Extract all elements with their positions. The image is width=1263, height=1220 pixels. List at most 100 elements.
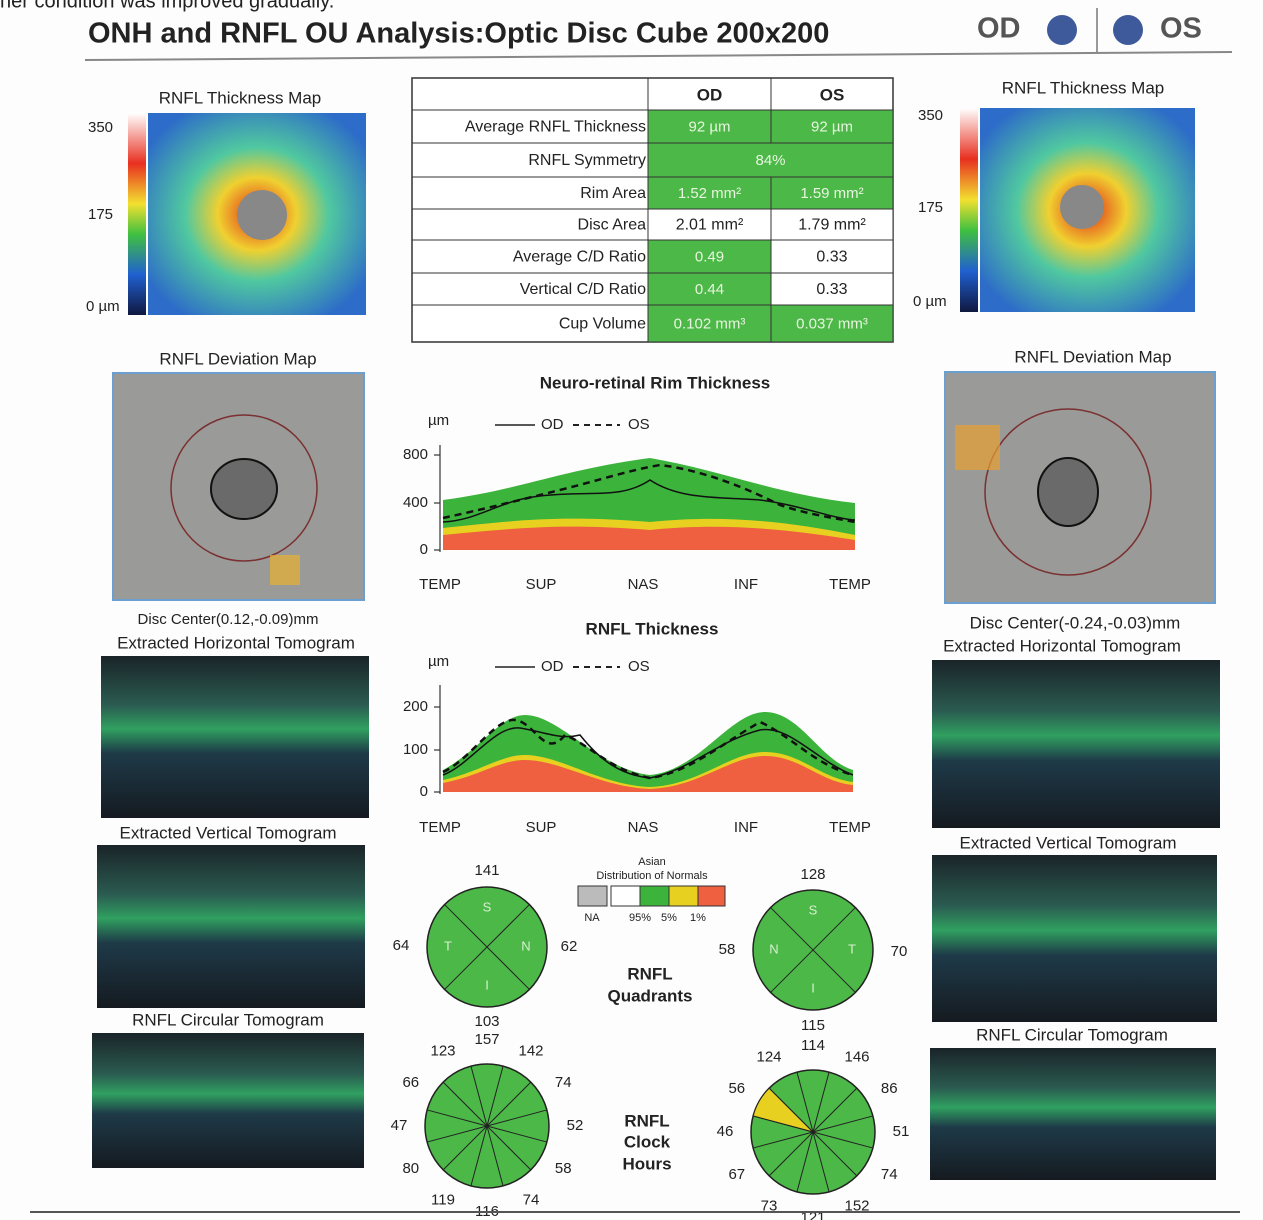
clock-value: 67 (728, 1166, 745, 1183)
scale-label: 350 (88, 119, 113, 136)
os-label: OS (1160, 13, 1202, 45)
cell-value: 2.01 mm² (676, 217, 744, 234)
scale-label: 0 µm (86, 298, 120, 315)
clock-value: 74 (881, 1166, 898, 1183)
od-label: OD (977, 13, 1021, 45)
x-label: SUP (526, 576, 557, 593)
clock-value: 157 (474, 1031, 499, 1048)
x-label: NAS (628, 576, 659, 593)
cell-bg (647, 208, 772, 241)
band-1 (443, 756, 853, 792)
clock-value: 146 (844, 1048, 869, 1065)
y-tick-label: 0 (420, 783, 428, 800)
os-curve (442, 718, 854, 780)
disc-center: Disc Center(0.12,-0.09)mm (138, 611, 319, 628)
optic-disc (1060, 185, 1104, 229)
quadrant-letter: N (521, 938, 530, 953)
tomogram (97, 845, 365, 1008)
quadrant-value: 62 (561, 938, 578, 955)
quadrant-divider (444, 904, 530, 990)
row-label: Average RNFL Thickness (465, 119, 646, 136)
row-label: Disc Area (578, 217, 647, 234)
quadrant-value: 128 (800, 866, 825, 883)
clock-value: 80 (402, 1160, 419, 1177)
tomogram-title: Extracted Horizontal Tomogram (117, 633, 355, 652)
legend-label: OS (628, 658, 650, 675)
cell-value: 0.49 (695, 248, 724, 265)
od-curve (442, 727, 854, 779)
color-bar (128, 113, 146, 315)
clock-divider (812, 1131, 858, 1177)
scale-label: 175 (88, 206, 113, 223)
clock-divider (812, 1131, 874, 1149)
clock-divider (486, 1081, 532, 1127)
clock-divider (812, 1131, 830, 1193)
cell-value: 0.102 mm³ (674, 315, 746, 332)
legend-label: NA (584, 912, 600, 924)
quadrant-value: 115 (801, 1017, 825, 1034)
clock-divider (796, 1131, 814, 1193)
legend-swatch (668, 885, 699, 907)
cell-value: 0.33 (816, 281, 847, 298)
cell-bg (770, 272, 894, 306)
clock-value: 121 (800, 1209, 825, 1220)
clock-divider (812, 1071, 830, 1133)
os-dot (1113, 15, 1143, 45)
cell-value: 92 µm (811, 118, 853, 135)
y-tick-label: 800 (403, 446, 428, 463)
tomogram (932, 855, 1217, 1022)
map-title: RNFL Thickness Map (159, 88, 322, 107)
clock-value: 123 (430, 1042, 455, 1059)
clock-divider (486, 1065, 504, 1127)
quadrant-letter: S (483, 899, 492, 914)
tomogram-title: RNFL Circular Tomogram (976, 1025, 1168, 1044)
disc-outline (1037, 457, 1099, 527)
legend-swatch (639, 885, 670, 907)
quadrants: S T N I 141 64 62 103 S N T I 128 58 70 115 (393, 862, 908, 1034)
quadrant-value: 70 (891, 943, 908, 960)
tomogram-title: Extracted Vertical Tomogram (120, 823, 337, 842)
legend-label: OS (628, 416, 650, 433)
tomogram-title: Extracted Horizontal Tomogram (943, 636, 1181, 655)
clock-value: 152 (844, 1197, 869, 1214)
x-labels: TEMP SUP NAS INF TEMP (419, 576, 871, 593)
tomogram-title: RNFL Circular Tomogram (132, 1010, 324, 1029)
clock-divider (486, 1109, 548, 1127)
deviation-patch (955, 425, 1000, 470)
clock-value: 142 (518, 1042, 543, 1059)
section-title: Quadrants (607, 986, 692, 1005)
cell-bg (647, 176, 772, 210)
scale-label: 175 (918, 199, 943, 216)
x-label: TEMP (829, 576, 871, 593)
cell-value: 0.44 (695, 281, 724, 298)
clock-divider (752, 1131, 814, 1149)
clock-value: 86 (881, 1080, 898, 1097)
x-label: TEMP (419, 576, 461, 593)
cell-value: 1.59 mm² (800, 185, 863, 202)
color-bar (960, 108, 978, 312)
tomogram (92, 1033, 364, 1168)
cell-value: 84% (755, 152, 785, 169)
y-tick-label: 100 (403, 741, 428, 758)
legend-label: OD (541, 416, 564, 433)
chart-title: Neuro-retinal Rim Thickness (540, 373, 771, 392)
clock-value: 74 (555, 1074, 572, 1091)
legend-label: 1% (690, 912, 706, 924)
quadrant-letter: T (848, 941, 856, 956)
title: ONH and RNFL OU Analysis:Optic Disc Cube… (88, 18, 829, 50)
header-rule (84, 51, 1233, 61)
unit: µm (428, 653, 449, 670)
quadrant-value: 64 (393, 937, 410, 954)
clock-value: 58 (555, 1160, 572, 1177)
row-label: Rim Area (580, 185, 646, 202)
clock-value: 73 (761, 1197, 778, 1214)
row-label: Vertical C/D Ratio (520, 281, 646, 298)
quadrant-letter: I (485, 977, 489, 992)
quadrant-value: 58 (719, 941, 736, 958)
y-tick-label: 0 (420, 541, 428, 558)
map-title: RNFL Thickness Map (1002, 78, 1165, 97)
legend-label: 5% (661, 912, 677, 924)
cell-bg (770, 304, 894, 343)
